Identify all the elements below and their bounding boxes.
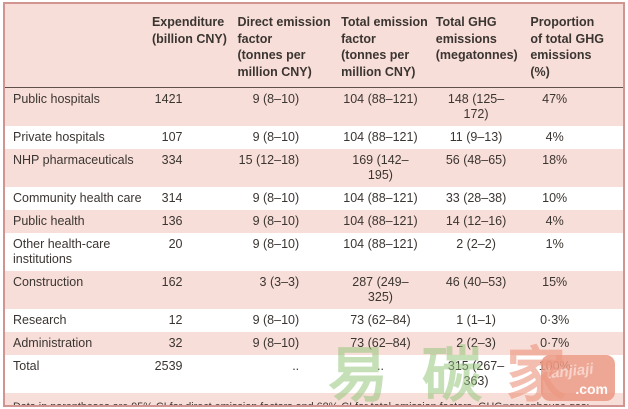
cell-total-ef: 169 (142–195) <box>352 153 409 182</box>
cell-expenditure: 136 <box>161 214 183 228</box>
cell-expenditure: 1421 <box>154 92 183 106</box>
cell-proportion: 4% <box>545 214 564 228</box>
column-header-expenditure: Expenditure (billion CNY) <box>151 8 238 88</box>
cell-proportion: 1% <box>545 237 564 251</box>
cell-expenditure: 107 <box>161 130 183 144</box>
row-label: NHP pharmaceuticals <box>13 153 134 167</box>
cell-proportion: 47% <box>542 92 568 106</box>
cell-ghg: 56 (48–65) <box>445 153 507 167</box>
emissions-table: Expenditure (billion CNY) Direct emissio… <box>5 8 623 393</box>
cell-ghg: 14 (12–16) <box>445 214 507 228</box>
table-row-total: Total 2539 .. .. 315 (267–363) 100% <box>5 355 623 393</box>
cell-expenditure: 20 <box>168 237 183 251</box>
cell-ghg: 315 (267–363) <box>447 359 505 388</box>
cell-total-ef: 104 (88–121) <box>343 214 418 228</box>
cell-direct-ef: 3 (3–3) <box>259 275 300 289</box>
cell-total-ef: 73 (62–84) <box>350 313 411 327</box>
cell-direct-ef: 9 (8–10) <box>252 92 300 106</box>
cell-total-ef: 104 (88–121) <box>343 92 418 106</box>
cell-total-ef: 104 (88–121) <box>343 191 418 205</box>
cell-expenditure: 32 <box>168 336 183 350</box>
cell-proportion: 0·7% <box>540 336 570 350</box>
cell-direct-ef: 9 (8–10) <box>252 237 300 251</box>
cell-total-ef: 104 (88–121) <box>343 130 418 144</box>
cell-expenditure: 162 <box>161 275 183 289</box>
table-row: Construction 162 3 (3–3) 287 (249–325) 4… <box>5 271 623 309</box>
cell-direct-ef: 9 (8–10) <box>252 130 300 144</box>
row-label: Community health care <box>13 191 142 205</box>
cell-proportion: 10% <box>542 191 568 205</box>
table-row: Administration 32 9 (8–10) 73 (62–84) 2 … <box>5 332 623 355</box>
cell-ghg: 1 (1–1) <box>456 313 496 327</box>
column-header-total-ghg-emissions: Total GHG emissions (megatonnes) <box>435 8 531 88</box>
header-row: Expenditure (billion CNY) Direct emissio… <box>5 8 623 88</box>
column-header-category <box>5 8 152 88</box>
cell-ghg: 33 (28–38) <box>445 191 507 205</box>
row-label: Research <box>13 313 67 327</box>
cell-ghg: 2 (2–2) <box>456 237 496 251</box>
column-header-direct-emission-factor: Direct emission factor (tonnes per milli… <box>237 8 342 88</box>
cell-proportion: 100% <box>538 359 571 373</box>
cell-total-ef: .. <box>376 359 384 373</box>
cell-ghg: 2 (2–3) <box>456 336 496 350</box>
cell-ghg: 148 (125–172) <box>447 92 505 121</box>
cell-expenditure: 12 <box>168 313 183 327</box>
cell-ghg: 11 (9–13) <box>449 130 503 144</box>
row-label: Administration <box>13 336 93 350</box>
table-footnote: Data in parentheses are 95% CI for direc… <box>13 401 590 407</box>
table-card: Expenditure (billion CNY) Direct emissio… <box>3 2 625 407</box>
table-row: Public hospitals 1421 9 (8–10) 104 (88–1… <box>5 88 623 127</box>
row-label: Public health <box>13 214 85 228</box>
row-label: Construction <box>13 275 84 289</box>
cell-direct-ef: 9 (8–10) <box>252 336 300 350</box>
row-label: Total <box>13 359 40 373</box>
cell-direct-ef: .. <box>292 359 300 373</box>
cell-expenditure: 334 <box>161 153 183 167</box>
cell-total-ef: 104 (88–121) <box>343 237 418 251</box>
cell-expenditure: 2539 <box>154 359 183 373</box>
row-label: Private hospitals <box>13 130 105 144</box>
table-row: Other health-care institutions 20 9 (8–1… <box>5 233 623 271</box>
row-label: Public hospitals <box>13 92 100 106</box>
cell-direct-ef: 15 (12–18) <box>238 153 300 167</box>
cell-expenditure: 314 <box>161 191 183 205</box>
row-label: Other health-care institutions <box>13 237 111 266</box>
cell-direct-ef: 9 (8–10) <box>252 191 300 205</box>
cell-ghg: 46 (40–53) <box>445 275 507 289</box>
column-header-proportion: Proportion of total GHG emissions (%) <box>530 8 623 88</box>
cell-proportion: 18% <box>542 153 568 167</box>
table-row: Private hospitals 107 9 (8–10) 104 (88–1… <box>5 126 623 149</box>
cell-proportion: 4% <box>545 130 564 144</box>
cell-total-ef: 287 (249–325) <box>352 275 409 304</box>
cell-direct-ef: 9 (8–10) <box>252 214 300 228</box>
table-row: Public health 136 9 (8–10) 104 (88–121) … <box>5 210 623 233</box>
column-header-total-emission-factor: Total emission factor (tonnes per millio… <box>341 8 436 88</box>
table-row: Research 12 9 (8–10) 73 (62–84) 1 (1–1) … <box>5 309 623 332</box>
cell-direct-ef: 9 (8–10) <box>252 313 300 327</box>
cell-proportion: 0·3% <box>540 313 570 327</box>
table-row: NHP pharmaceuticals 334 15 (12–18) 169 (… <box>5 149 623 187</box>
cell-proportion: 15% <box>542 275 568 289</box>
table-row: Community health care 314 9 (8–10) 104 (… <box>5 187 623 210</box>
cell-total-ef: 73 (62–84) <box>350 336 411 350</box>
